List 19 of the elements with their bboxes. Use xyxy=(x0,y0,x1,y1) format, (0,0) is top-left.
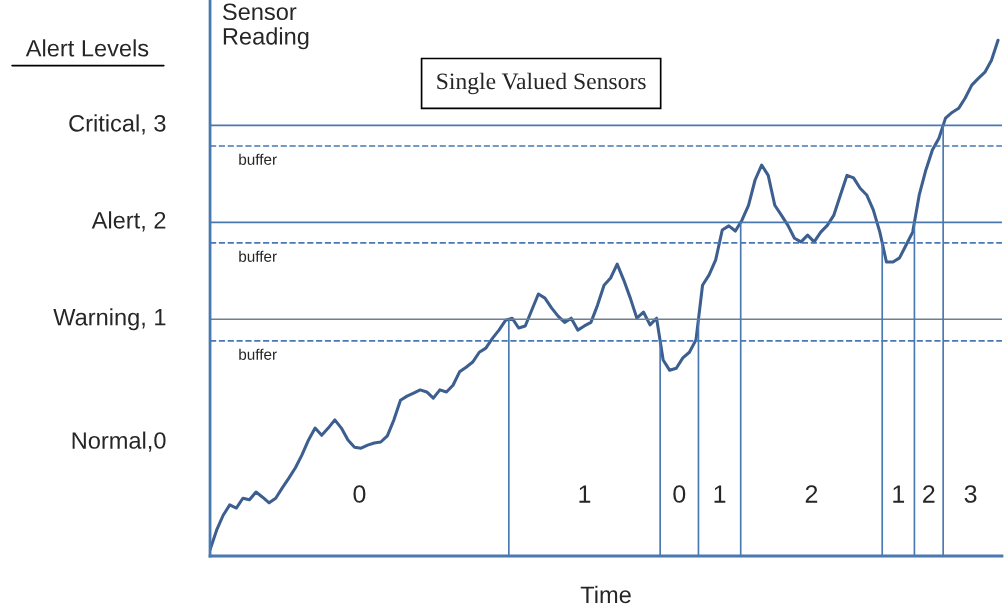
text: Normal,0 xyxy=(72,431,166,452)
annotation: 3 xyxy=(964,485,977,503)
annotation: 0 xyxy=(353,485,366,503)
x-axis-title: Time xyxy=(580,585,631,604)
annotation: 1 xyxy=(893,485,905,503)
ref-line-label: buffer xyxy=(239,250,277,262)
ref-line-label: buffer xyxy=(239,153,277,165)
text: Single Valued Sensors xyxy=(437,72,646,95)
annotation: 0 xyxy=(673,485,686,503)
ref-line-label: Critical, 3 xyxy=(69,114,166,135)
ref-line-label: Warning, 1 xyxy=(53,308,166,331)
ref-line-label: buffer xyxy=(239,348,277,360)
annotation: 1 xyxy=(714,485,726,503)
y-axis-title: Sensor Reading xyxy=(223,3,309,50)
annotation: 1 xyxy=(579,485,591,503)
ref-line-label: Alert, 2 xyxy=(91,211,166,232)
text: Alert Levels xyxy=(25,39,149,57)
annotation: 2 xyxy=(923,485,935,503)
annotation: 2 xyxy=(805,485,818,503)
